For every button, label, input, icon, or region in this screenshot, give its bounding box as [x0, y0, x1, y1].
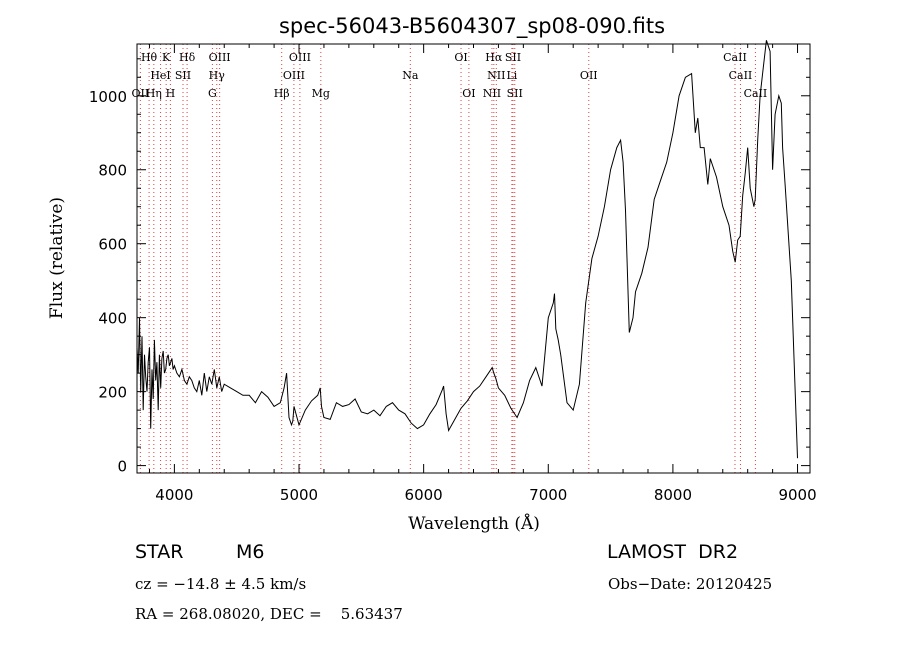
plot-frame — [136, 43, 811, 474]
line-marker-label: OI — [454, 51, 467, 64]
coordinates: RA = 268.08020, DEC = 5.63437 — [135, 605, 403, 623]
line-marker-label: OII — [132, 87, 150, 100]
y-axis-ticks: 0 200 400 600 800 1000 — [89, 58, 810, 476]
line-marker-label: CaII — [744, 87, 768, 100]
object-class: STAR — [135, 541, 184, 563]
line-markers — [139, 44, 756, 473]
y-tick-label: 800 — [98, 162, 127, 180]
line-marker-label: CaII — [729, 69, 753, 82]
observation-date: Obs−Date: 20120425 — [608, 575, 773, 593]
line-marker-label: Li — [506, 69, 517, 82]
line-marker-label: H — [166, 87, 176, 100]
x-tick-label: 8000 — [654, 486, 692, 504]
line-marker-label: SII — [505, 51, 521, 64]
spectrum-line — [136, 40, 798, 459]
y-tick-label: 1000 — [89, 88, 127, 106]
y-tick-label: 200 — [98, 384, 127, 402]
line-marker-label: OII — [580, 69, 598, 82]
x-tick-label: 6000 — [405, 486, 443, 504]
line-marker-label: Mg — [312, 87, 330, 100]
line-marker-label: Hδ — [179, 51, 196, 64]
line-marker-label: Hβ — [274, 87, 290, 100]
line-marker-label: G — [208, 87, 217, 100]
line-marker-label: SII — [175, 69, 191, 82]
line-marker-label: NII — [487, 69, 505, 82]
line-marker-label: SII — [507, 87, 523, 100]
chart-title: spec-56043-B5604307_sp08-090.fits — [279, 14, 665, 39]
line-marker-label: Hη — [146, 87, 162, 100]
x-tick-label: 7000 — [529, 486, 567, 504]
x-tick-label: 5000 — [280, 486, 318, 504]
line-marker-label: Hγ — [209, 69, 226, 82]
redshift-cz: cz = −14.8 ± 4.5 km/s — [135, 575, 307, 593]
x-tick-label: 9000 — [778, 486, 816, 504]
y-axis-label: Flux (relative) — [47, 197, 67, 319]
line-marker-label: OIII — [283, 69, 305, 82]
object-subclass: M6 — [236, 541, 265, 563]
line-marker-label: NII — [483, 87, 501, 100]
line-marker-label: OI — [462, 87, 475, 100]
y-tick-label: 400 — [98, 310, 127, 328]
line-marker-label: CaII — [723, 51, 747, 64]
line-marker-label: Hθ — [141, 51, 158, 64]
line-marker-label: HeI — [150, 69, 170, 82]
x-axis-label: Wavelength (Å) — [408, 513, 540, 534]
line-marker-label: K — [162, 51, 171, 64]
x-tick-label: 4000 — [155, 486, 193, 504]
line-marker-label: Na — [402, 69, 419, 82]
line-marker-label: Hα — [485, 51, 503, 64]
line-marker-label: OIII — [289, 51, 311, 64]
y-tick-label: 600 — [98, 236, 127, 254]
y-tick-label: 0 — [117, 458, 127, 476]
survey-name: LAMOST DR2 — [607, 541, 739, 563]
x-axis-ticks: 4000 5000 6000 7000 8000 9000 — [148, 44, 817, 504]
line-marker-label: OIII — [209, 51, 231, 64]
